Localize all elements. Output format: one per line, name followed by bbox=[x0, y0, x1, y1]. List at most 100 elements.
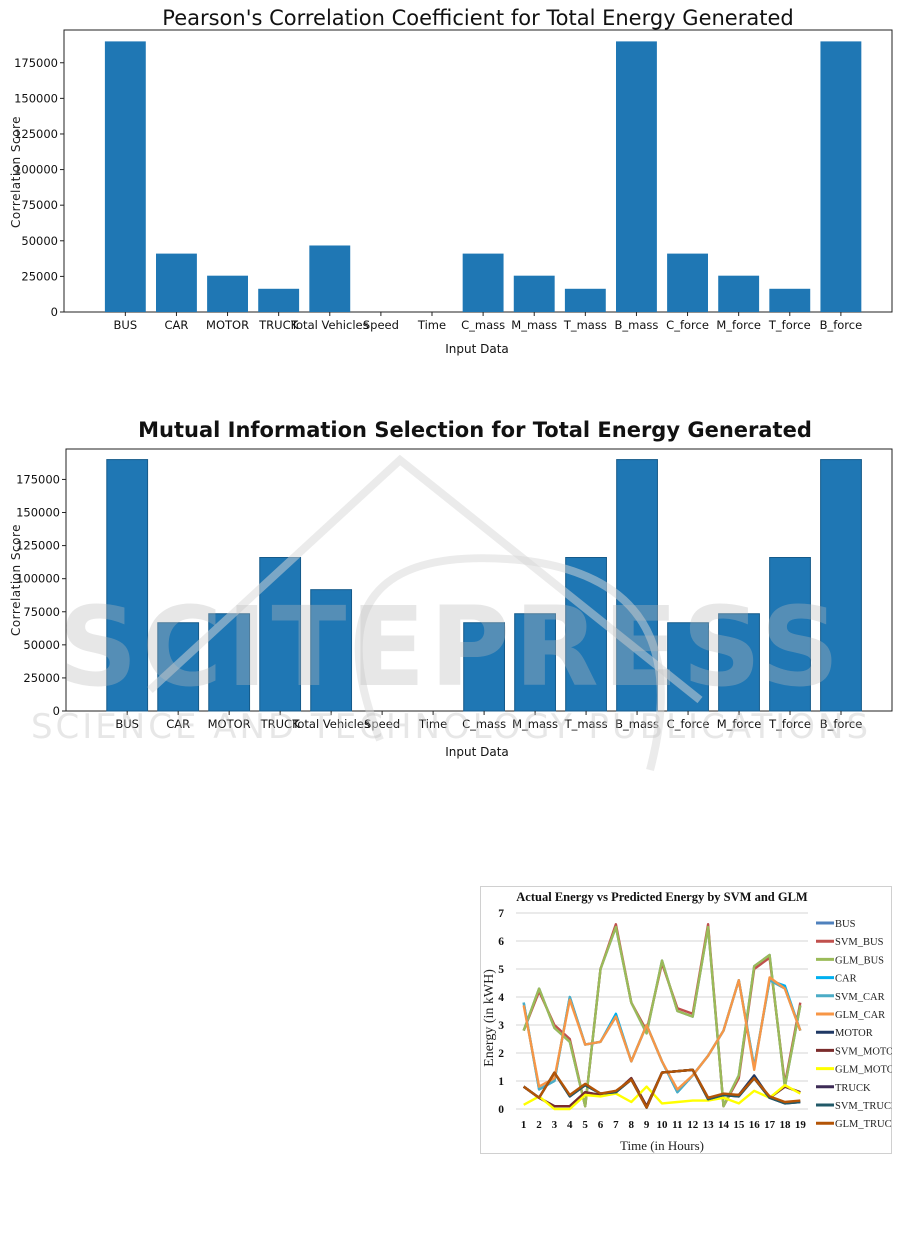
y-tick-label: 25000 bbox=[21, 269, 58, 283]
x-tick-label: M_mass bbox=[511, 318, 557, 332]
y-tick-label: 25000 bbox=[23, 671, 60, 685]
y-tick-label: 175000 bbox=[14, 56, 58, 70]
legend-label: MOTOR bbox=[835, 1028, 873, 1039]
x-tick-label: B_force bbox=[820, 717, 863, 731]
legend-label: SVM_MOTOR bbox=[835, 1046, 892, 1057]
bar-total-vehicles bbox=[310, 589, 353, 712]
bar-m_mass bbox=[513, 275, 555, 312]
bar-truck bbox=[259, 557, 302, 712]
x-tick-label: T_force bbox=[768, 717, 811, 731]
legend-label: CAR bbox=[835, 974, 857, 985]
mutual-info-bar-chart: Mutual Information Selection for Total E… bbox=[9, 418, 893, 759]
x-tick-label: CAR bbox=[166, 717, 190, 731]
x-tick-label: M_force bbox=[717, 717, 762, 731]
y-tick-label: 0 bbox=[498, 1104, 504, 1116]
x-axis-label: Time (in Hours) bbox=[620, 1138, 704, 1153]
x-tick-label: 17 bbox=[764, 1119, 776, 1131]
x-tick-label: C_mass bbox=[461, 318, 505, 332]
bar-m_force bbox=[718, 613, 760, 712]
x-tick-label: C_mass bbox=[462, 717, 506, 731]
x-tick-label: 4 bbox=[567, 1119, 573, 1131]
y-tick-label: 175000 bbox=[16, 472, 60, 486]
y-tick-label: 2 bbox=[498, 1048, 504, 1060]
x-tick-label: 2 bbox=[536, 1119, 542, 1131]
bar-c_force bbox=[667, 622, 709, 712]
y-tick-label: 150000 bbox=[16, 506, 60, 520]
y-tick-label: 75000 bbox=[23, 605, 60, 619]
y-tick-label: 125000 bbox=[14, 127, 58, 141]
bar-c_mass bbox=[463, 622, 505, 712]
x-tick-label: T_mass bbox=[563, 318, 607, 332]
y-tick-label: 5 bbox=[498, 964, 504, 976]
legend-label: SVM_TRUCK bbox=[835, 1101, 892, 1112]
x-tick-label: C_force bbox=[666, 318, 709, 332]
series-line-glm-car bbox=[522, 976, 802, 1091]
y-axis-label: Correlation Score bbox=[9, 116, 23, 228]
plot-area: 0 25000 50000 75000 100000 125000 150000 175000… bbox=[14, 29, 893, 332]
bar-c_mass bbox=[462, 253, 504, 312]
x-tick-label: 11 bbox=[672, 1119, 682, 1131]
x-tick-label: 13 bbox=[703, 1119, 715, 1131]
bar-b_mass bbox=[616, 41, 657, 312]
y-tick-label: 0 bbox=[53, 704, 60, 718]
x-tick-label: Speed bbox=[364, 717, 400, 731]
bar-t_mass bbox=[564, 288, 606, 312]
x-tick-label: 14 bbox=[718, 1119, 730, 1131]
bar-bus bbox=[104, 41, 146, 312]
x-tick-label: MOTOR bbox=[206, 318, 249, 332]
x-tick-label: Total Vehicles bbox=[290, 318, 369, 332]
bar-car bbox=[157, 622, 200, 712]
y-tick-label: 1 bbox=[498, 1076, 504, 1088]
x-tick-label: 12 bbox=[687, 1119, 699, 1131]
x-tick-label: 8 bbox=[629, 1119, 635, 1131]
x-tick-label: BUS bbox=[114, 318, 138, 332]
x-tick-label: 15 bbox=[733, 1119, 745, 1131]
chart-title: Mutual Information Selection for Total E… bbox=[138, 418, 812, 442]
x-tick-label: M_mass bbox=[512, 717, 558, 731]
bar-t_force bbox=[769, 288, 811, 312]
x-tick-label: 5 bbox=[582, 1119, 588, 1131]
bar-t_force bbox=[769, 557, 811, 712]
y-tick-label: 150000 bbox=[14, 91, 58, 105]
x-tick-label: B_mass bbox=[615, 318, 659, 332]
bar-b_mass bbox=[616, 459, 658, 712]
y-tick-label: 4 bbox=[498, 992, 504, 1004]
bar-m_force bbox=[718, 275, 760, 312]
y-tick-label: 125000 bbox=[16, 539, 60, 553]
x-tick-label: 7 bbox=[613, 1119, 619, 1131]
bar-b_force bbox=[820, 41, 862, 312]
pearson-bar-chart: Pearson's Correlation Coefficient for To… bbox=[9, 6, 893, 356]
y-axis-label: Energy (in kWH) bbox=[482, 969, 497, 1067]
x-tick-label: Time bbox=[417, 318, 446, 332]
y-tick-label: 75000 bbox=[21, 198, 58, 212]
chart-title: Actual Energy vs Predicted Energy by SVM… bbox=[516, 890, 808, 904]
x-tick-label: 10 bbox=[657, 1119, 669, 1131]
bar-truck bbox=[258, 288, 300, 312]
x-tick-label: T_force bbox=[768, 318, 811, 332]
y-tick-label: 6 bbox=[498, 936, 504, 948]
x-tick-label: 3 bbox=[552, 1119, 558, 1131]
y-tick-label: 0 bbox=[51, 305, 58, 319]
bar-c_force bbox=[667, 253, 708, 312]
bar-total-vehicles bbox=[309, 245, 351, 312]
x-tick-label: C_force bbox=[667, 717, 710, 731]
x-axis-label: Input Data bbox=[445, 342, 509, 356]
x-tick-label: 19 bbox=[795, 1119, 807, 1131]
y-axis-label: Correlation Score bbox=[9, 524, 23, 636]
bar-b_force bbox=[820, 459, 862, 712]
y-tick-label: 7 bbox=[498, 908, 504, 920]
bar-motor bbox=[207, 275, 248, 312]
series-line-glm-truck bbox=[522, 1068, 801, 1109]
legend-label: SVM_BUS bbox=[835, 937, 884, 948]
series-line-glm-bus bbox=[522, 925, 802, 1108]
x-tick-label: 1 bbox=[521, 1119, 527, 1131]
x-tick-label: 9 bbox=[644, 1119, 650, 1131]
x-tick-label: BUS bbox=[115, 717, 139, 731]
x-tick-label: MOTOR bbox=[208, 717, 251, 731]
bar-m_mass bbox=[514, 613, 556, 712]
x-tick-label: Time bbox=[418, 717, 447, 731]
y-tick-label: 100000 bbox=[14, 163, 58, 177]
y-tick-label: 3 bbox=[498, 1020, 504, 1032]
bar-car bbox=[156, 253, 197, 312]
